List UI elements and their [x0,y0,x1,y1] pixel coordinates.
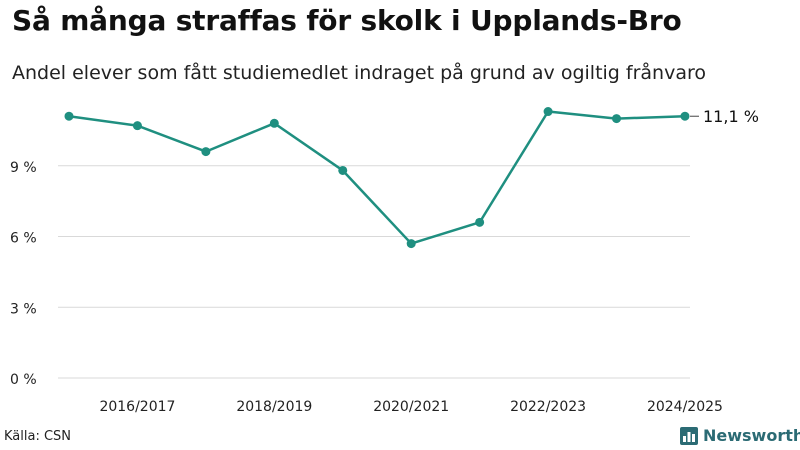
source-note: Källa: CSN [4,429,72,444]
brand-name: Newsworthy [703,426,800,445]
data-point [269,118,279,128]
data-point [543,107,553,117]
x-tick-label: 2020/2021 [373,399,449,415]
chart-title: Så många straffas för skolk i Upplands-B… [12,4,682,37]
data-point [612,114,622,124]
chart-subtitle: Andel elever som fått studiemedlet indra… [12,62,706,84]
y-tick-label: 6 % [10,231,37,247]
end-value-label: 11,1 % [703,107,759,126]
data-point [680,111,690,121]
x-tick-label: 2018/2019 [236,399,312,415]
series-line [68,110,686,245]
x-tick-label: 2022/2023 [510,399,586,415]
y-tick-label: 3 % [10,301,37,317]
y-tick-label: 9 % [10,160,37,176]
y-tick-label: 0 % [10,372,37,388]
data-point [132,121,142,131]
brand-logo: Newsworthy [680,426,800,445]
data-point [406,239,416,249]
data-point [201,147,211,157]
data-point [338,165,348,175]
data-point [475,217,485,227]
x-tick-label: 2016/2017 [99,399,175,415]
data-point [64,111,74,121]
bar-chart-logo-icon [680,426,698,445]
x-tick-label: 2024/2025 [647,399,723,415]
